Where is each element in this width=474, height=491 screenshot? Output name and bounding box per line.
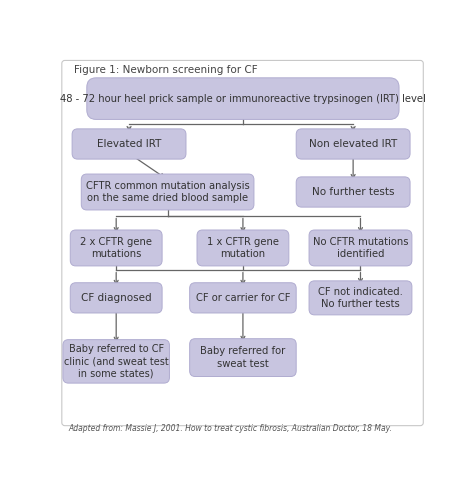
Text: 1 x CFTR gene
mutation: 1 x CFTR gene mutation — [207, 237, 279, 259]
FancyBboxPatch shape — [62, 60, 423, 426]
FancyBboxPatch shape — [309, 281, 412, 315]
Text: Baby referred to CF
clinic (and sweat test
in some states): Baby referred to CF clinic (and sweat te… — [64, 344, 169, 379]
Text: Adapted from: Massie J, 2001. How to treat cystic fibrosis, Australian Doctor, 1: Adapted from: Massie J, 2001. How to tre… — [68, 424, 392, 433]
Text: 48 - 72 hour heel prick sample or immunoreactive trypsinogen (IRT) level: 48 - 72 hour heel prick sample or immuno… — [60, 94, 426, 104]
FancyBboxPatch shape — [70, 230, 162, 266]
FancyBboxPatch shape — [296, 177, 410, 207]
Text: Baby referred for
sweat test: Baby referred for sweat test — [201, 346, 285, 369]
Text: No CFTR mutations
identified: No CFTR mutations identified — [313, 237, 408, 259]
Text: Non elevated IRT: Non elevated IRT — [309, 139, 397, 149]
Text: CF or carrier for CF: CF or carrier for CF — [196, 293, 290, 303]
Text: Figure 1: Newborn screening for CF: Figure 1: Newborn screening for CF — [74, 64, 257, 75]
Text: 2 x CFTR gene
mutations: 2 x CFTR gene mutations — [80, 237, 152, 259]
FancyBboxPatch shape — [296, 129, 410, 159]
FancyBboxPatch shape — [82, 174, 254, 210]
FancyBboxPatch shape — [190, 283, 296, 313]
Text: CF not indicated.
No further tests: CF not indicated. No further tests — [318, 287, 403, 309]
FancyBboxPatch shape — [309, 230, 412, 266]
FancyBboxPatch shape — [70, 283, 162, 313]
FancyBboxPatch shape — [87, 78, 399, 119]
Text: Elevated IRT: Elevated IRT — [97, 139, 161, 149]
Text: CFTR common mutation analysis
on the same dried blood sample: CFTR common mutation analysis on the sam… — [86, 181, 249, 203]
Text: No further tests: No further tests — [312, 187, 394, 197]
FancyBboxPatch shape — [72, 129, 186, 159]
FancyBboxPatch shape — [63, 340, 170, 383]
FancyBboxPatch shape — [190, 339, 296, 377]
FancyBboxPatch shape — [197, 230, 289, 266]
Text: CF diagnosed: CF diagnosed — [81, 293, 152, 303]
